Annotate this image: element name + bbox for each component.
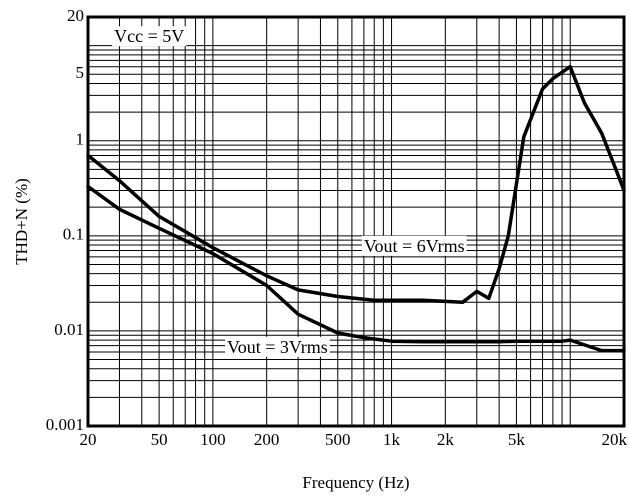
y-tick-label: 0.01 bbox=[54, 320, 84, 339]
x-tick-label: 200 bbox=[254, 430, 280, 449]
y-axis-title: THD+N (%) bbox=[12, 178, 31, 265]
annotation-background bbox=[225, 336, 330, 357]
annotation-background bbox=[361, 235, 467, 256]
y-tick-label: 20 bbox=[67, 6, 84, 25]
grid bbox=[88, 17, 624, 426]
x-tick-label: 2k bbox=[437, 430, 455, 449]
x-tick-label: 1k bbox=[383, 430, 401, 449]
x-axis-title: Frequency (Hz) bbox=[302, 473, 409, 492]
series-group bbox=[86, 64, 626, 353]
x-tick-label: 100 bbox=[200, 430, 226, 449]
annotation-text: Vout = 3Vrms bbox=[227, 337, 328, 357]
x-tick-label: 20 bbox=[80, 430, 97, 449]
annotations: Vcc = 5V Vout = 6Vrms Vout = 3Vrms bbox=[112, 26, 467, 357]
annotation-1: Vcc = 5V bbox=[112, 26, 187, 47]
annotation-background bbox=[112, 26, 187, 47]
x-tick-label: 5k bbox=[508, 430, 526, 449]
series-line-2 bbox=[86, 184, 626, 353]
series-line-1 bbox=[86, 64, 626, 305]
y-tick-label: 5 bbox=[76, 63, 85, 82]
annotation-2: Vout = 6Vrms bbox=[361, 235, 467, 256]
y-tick-label: 1 bbox=[76, 130, 85, 149]
annotation-3: Vout = 3Vrms bbox=[225, 336, 330, 357]
x-tick-label: 500 bbox=[325, 430, 351, 449]
x-tick-label: 50 bbox=[151, 430, 168, 449]
plot-frame bbox=[86, 15, 626, 428]
tick-labels: 20 50 100 200 500 1k 2k 5k 20k 0.001 0.01 0.1 1 5 20 bbox=[46, 6, 628, 449]
x-tick-label: 20k bbox=[602, 430, 628, 449]
y-tick-label: 0.1 bbox=[63, 225, 84, 244]
annotation-text: Vout = 6Vrms bbox=[364, 236, 465, 256]
annotation-text: Vcc = 5V bbox=[114, 26, 184, 46]
y-tick-label: 0.001 bbox=[46, 415, 84, 434]
